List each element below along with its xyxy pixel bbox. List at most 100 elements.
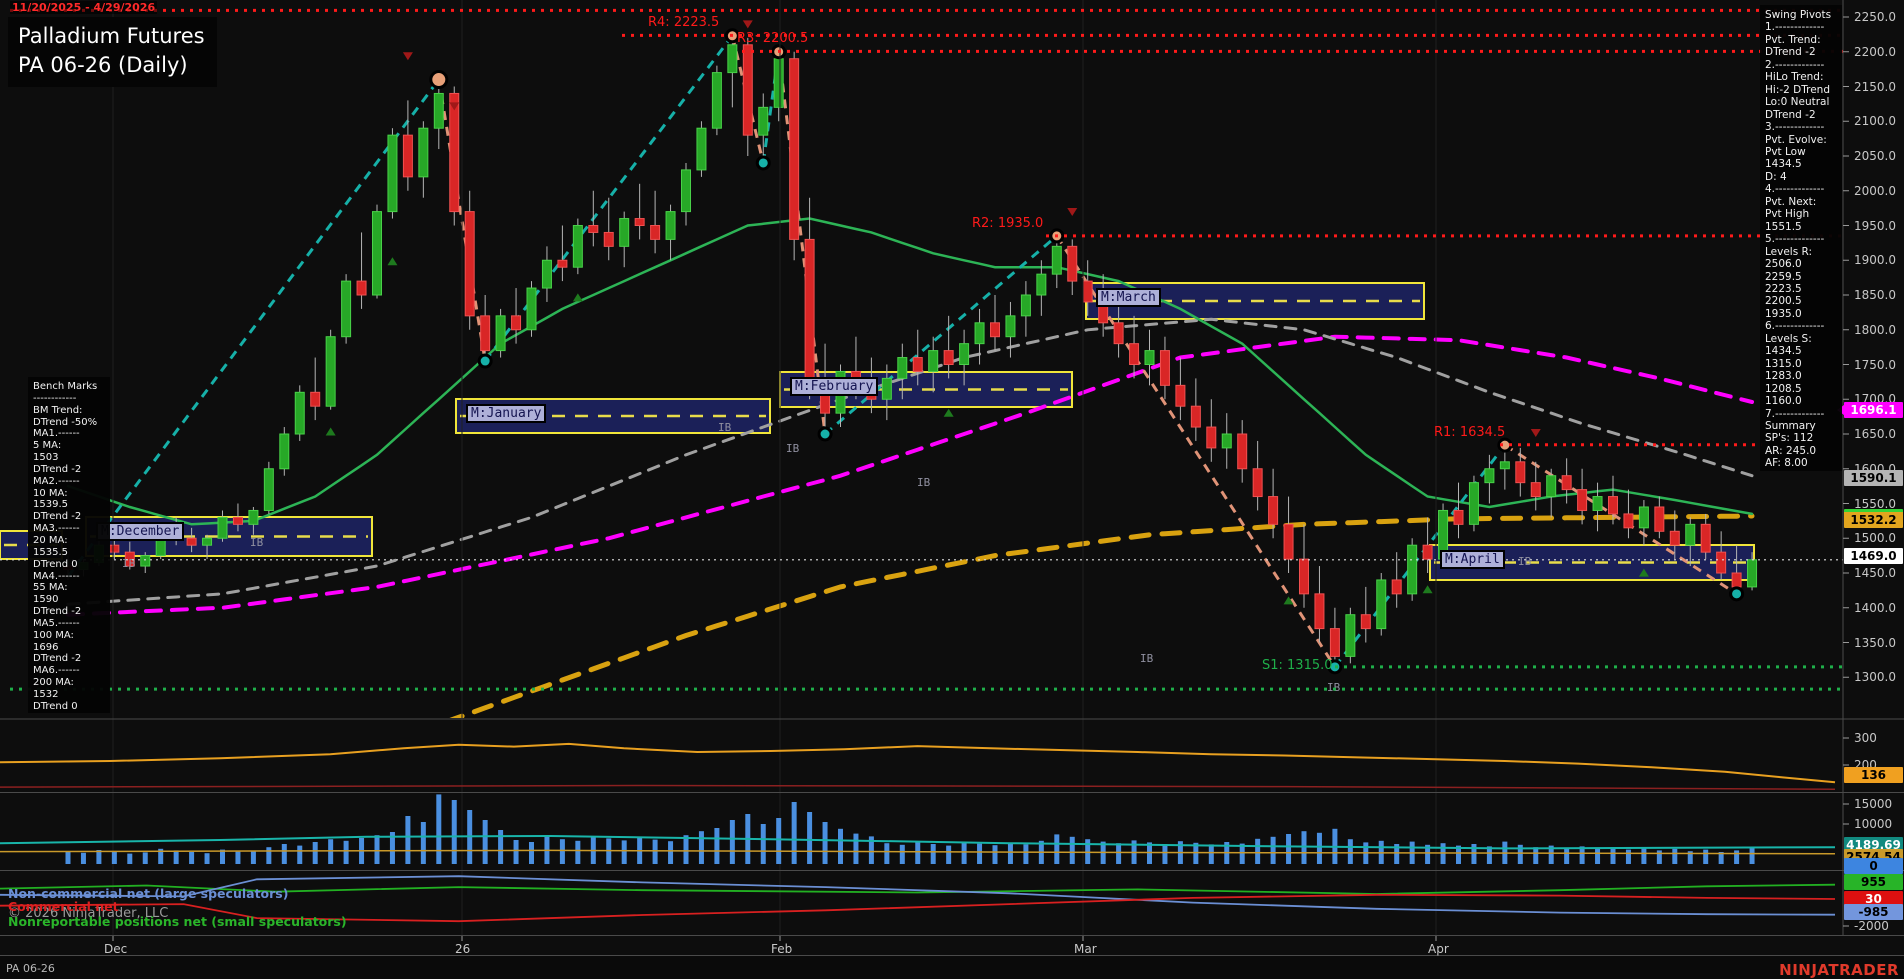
subpanel-tick-label: 15000 [1854,797,1893,811]
price-tick-label: 1300.0 [1854,670,1896,685]
bench-marks-line: 1535.5 [33,546,68,558]
swing-pivots-line: Levels S: [1765,332,1812,345]
price-badge: 136 [1844,767,1903,783]
bench-marks-line: MA3.------ [33,523,80,535]
swing-pivots-line: Pvt. Trend: [1765,33,1821,46]
swing-pivots-line: D: 4 [1765,170,1787,183]
bench-marks-line: DTrend -2 [33,606,82,618]
bench-marks-line: DTrend -2 [33,463,82,475]
price-tick-label: 1900.0 [1854,253,1896,268]
swing-pivots-line: 2200.5 [1765,295,1802,308]
initial-balance-label: IB [250,536,264,549]
swing-pivots-line: 6.------------- [1765,320,1825,333]
swing-pivots-line: DTrend -2 [1765,108,1816,121]
bench-marks-line: 55 MA: [33,582,68,594]
bench-marks-line: DTrend -2 [33,511,82,523]
swing-pivots-line: HiLo Trend: [1765,71,1824,84]
swing-pivots-line: 1208.5 [1765,382,1802,395]
pivot-level-label: R1: 1634.5 [1434,424,1506,440]
price-badge: 1532.2 [1844,509,1903,528]
bench-marks-line: 1532 [33,688,59,700]
bench-marks-line: DTrend 0 [33,558,78,570]
bench-marks-line: DTrend 0 [33,700,78,712]
swing-pivots-line: 2.------------- [1765,58,1825,71]
swing-pivots-line: 5.------------- [1765,233,1825,246]
price-tick-label: 1400.0 [1854,600,1896,615]
price-badge: 1469.0 [1844,548,1903,564]
swing-pivots-line: AF: 8.00 [1765,457,1808,470]
bench-marks-line: 10 MA: [33,487,68,499]
bench-marks-line: 200 MA: [33,677,74,689]
bench-marks-line: MA5.------ [33,617,80,629]
bench-marks-line: 1503 [33,452,59,464]
bench-marks-line: ------------ [33,392,77,404]
swing-pivots-line: 2259.5 [1765,270,1802,283]
price-tick-label: 1500.0 [1854,531,1896,546]
swing-pivots-line: AR: 245.0 [1765,444,1817,457]
time-axis-label: Mar [1074,942,1097,956]
month-range-label: M:December [96,522,185,541]
price-tick-label: 1950.0 [1854,218,1896,233]
swing-pivots-line: 1283.0 [1765,370,1802,383]
swing-pivots-line: 7.------------- [1765,407,1825,420]
swing-pivots-line: 1434.5 [1765,345,1802,358]
price-tick-label: 1650.0 [1854,427,1896,441]
pivot-level-label: S1: 1315.0 [1262,657,1333,673]
price-tick-label: 1350.0 [1854,635,1896,650]
price-badge: 0 [1844,858,1903,874]
bench-marks-line: 1539.5 [33,499,68,511]
date-range-label: 11/20/2025 - 4/29/2026 [10,1,158,14]
bench-marks-line: 20 MA: [33,534,68,546]
swing-pivots-line: Levels R: [1765,245,1813,258]
price-tick-label: 2200.0 [1854,44,1896,59]
time-axis-label: Apr [1428,942,1449,956]
swing-pivots-line: 4.------------- [1765,183,1825,196]
swing-pivots-line: DTrend -2 [1765,46,1816,59]
copyright-notice: © 2026 NinjaTrader, LLC [8,906,169,921]
status-bar [0,956,1904,979]
month-range-label: M:February [790,377,879,396]
swing-pivots-line: SP's: 112 [1765,432,1814,445]
initial-balance-label: IB [1140,652,1154,665]
swing-pivots-line: 3.------------- [1765,121,1825,134]
price-badge: -985 [1844,904,1903,920]
price-tick-label: 1450.0 [1854,566,1896,580]
price-badge: 955 [1844,874,1903,890]
subpanel-tick-label: 10000 [1854,817,1893,831]
price-tick-label: 2250.0 [1854,10,1896,24]
month-range-label: M:March [1096,288,1161,307]
price-badge: 1590.1 [1844,470,1903,486]
price-tick-label: 2000.0 [1854,183,1896,198]
price-badge: 1696.1 [1837,402,1903,418]
bench-marks-line: 5 MA: [33,440,62,452]
cot-legend-item: Nonreportable positions net (small specu… [8,914,347,929]
cot-legend-item: Non-commercial net (large speculators) [8,886,289,901]
time-axis-label: 26 [455,942,471,956]
price-tick-label: 2050.0 [1854,149,1896,163]
initial-balance-label: IB [1327,681,1341,694]
initial-balance-label: IB [1518,555,1532,568]
swing-pivots-line: Pvt. Evolve: [1765,133,1827,146]
chart-title-instrument: Palladium Futures [18,24,205,48]
bench-marks-panel: Bench Marks ------------ BM Trend: DTrend -… [28,377,110,713]
pivot-level-label: R4: 2223.5 [648,15,720,31]
bench-marks-line: 1696 [33,641,59,653]
subpanel-tick-label: -2000 [1854,919,1889,933]
initial-balance-label: IB [718,421,732,434]
status-instrument-label: PA 06-26 [6,962,55,975]
price-badge: 30 [1844,891,1903,907]
price-tick-label: 1850.0 [1854,288,1896,302]
bench-marks-line: DTrend -50% [33,416,98,428]
month-range-label: M:January [466,404,547,423]
swing-pivots-line: 1.------------- [1765,21,1825,34]
swing-pivots-line: 1551.5 [1765,220,1802,233]
time-axis-label: Dec [104,942,128,956]
swing-pivots-line: 1935.0 [1765,307,1802,320]
swing-pivots-line: 1160.0 [1765,395,1802,408]
bench-marks-line: BM Trend: [33,404,83,416]
price-tick-label: 2150.0 [1854,79,1896,94]
swing-pivots-panel: Swing Pivots 1.------------- Pvt. Trend: DT… [1760,5,1842,471]
price-tick-label: 1800.0 [1854,322,1896,337]
price-tick-label: 1750.0 [1854,357,1896,372]
